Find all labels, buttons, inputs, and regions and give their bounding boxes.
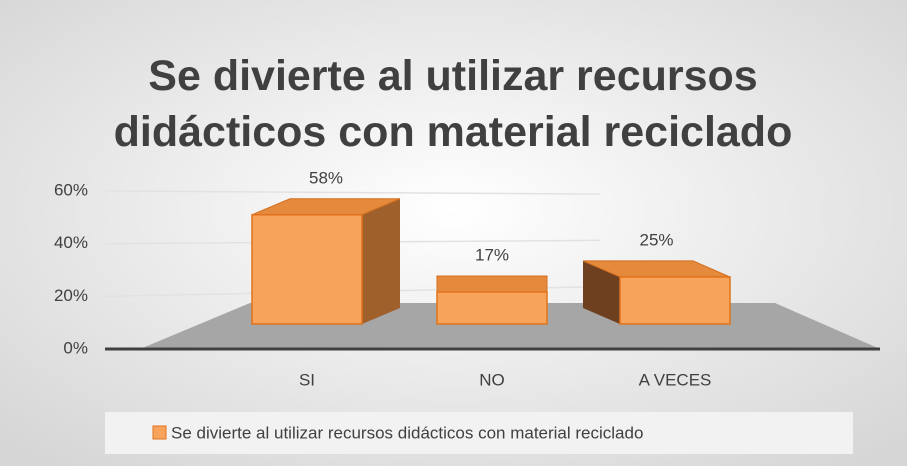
y-tick-label: 60% [54,180,88,199]
bar-side [362,198,400,324]
y-tick-label: 0% [63,338,88,357]
x-tick-label: SI [299,370,315,389]
y-tick-label: 20% [54,286,88,305]
x-tick-label: A VECES [639,370,712,389]
legend-label: Se divierte al utilizar recursos didácti… [171,423,643,442]
bar [619,276,731,325]
data-label: 17% [475,245,509,264]
bar [436,291,548,325]
y-tick-label: 40% [54,233,88,252]
data-label: 25% [639,230,673,249]
legend-box [105,412,853,454]
bar-top [436,275,548,293]
chart-title: Se divierte al utilizar recursos didácti… [113,52,793,156]
data-label: 58% [309,168,343,187]
bar [251,214,363,325]
bar-side [583,260,620,324]
grid-line [104,190,601,195]
x-tick-label: NO [479,370,505,389]
legend-swatch [152,425,167,440]
